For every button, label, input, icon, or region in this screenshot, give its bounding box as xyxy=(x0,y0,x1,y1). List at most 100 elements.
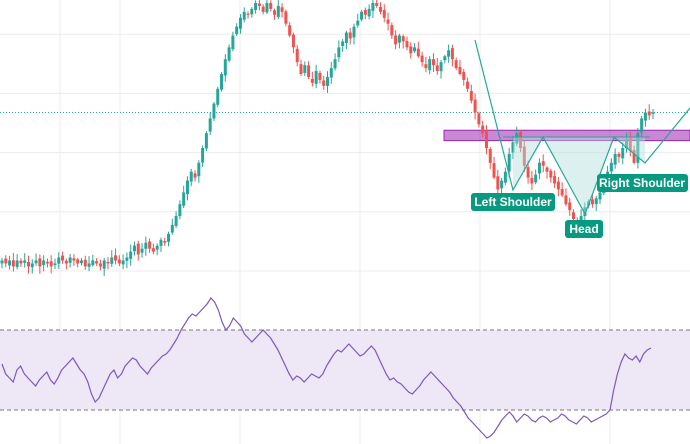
candle xyxy=(503,167,507,186)
label-left-shoulder-text: Left Shoulder xyxy=(474,195,552,209)
candle xyxy=(613,148,617,169)
candle xyxy=(231,31,235,52)
candle xyxy=(367,4,371,20)
candle xyxy=(628,131,632,157)
candle xyxy=(57,252,61,269)
candle xyxy=(371,0,375,18)
candle xyxy=(564,188,568,207)
candle xyxy=(462,68,466,86)
candle xyxy=(541,154,545,173)
candle xyxy=(276,0,280,20)
candle xyxy=(640,115,644,140)
candle xyxy=(178,200,182,220)
candle xyxy=(125,252,129,269)
candle xyxy=(390,22,394,40)
candle xyxy=(625,132,629,153)
candle xyxy=(42,255,46,272)
candle xyxy=(288,22,292,38)
candle xyxy=(458,59,462,76)
candle xyxy=(428,56,432,75)
label-right-shoulder: Right Shoulder xyxy=(597,174,688,192)
candle xyxy=(201,145,205,167)
candle xyxy=(299,59,303,77)
candle xyxy=(310,71,314,87)
rsi-line xyxy=(1,297,652,439)
candle xyxy=(242,7,246,23)
candle xyxy=(621,142,625,165)
rsi-band xyxy=(0,330,690,410)
candle xyxy=(636,127,640,169)
candle xyxy=(250,7,254,18)
candle xyxy=(348,28,352,45)
candle xyxy=(568,197,572,216)
candle xyxy=(405,36,409,51)
candle xyxy=(435,58,439,75)
candle xyxy=(220,72,224,92)
candle xyxy=(121,254,125,270)
candle xyxy=(496,169,500,195)
candle xyxy=(291,32,295,54)
label-right-shoulder-text: Right Shoulder xyxy=(599,176,685,190)
candle xyxy=(469,84,473,104)
candle xyxy=(208,112,212,135)
candle xyxy=(204,131,208,152)
candle xyxy=(91,254,95,267)
candle xyxy=(265,0,269,15)
candle xyxy=(61,251,65,264)
candle xyxy=(30,259,34,274)
candle xyxy=(170,218,174,235)
candle xyxy=(189,168,193,187)
candle xyxy=(401,34,405,49)
candle xyxy=(583,202,587,221)
candle xyxy=(257,0,261,11)
candle xyxy=(439,60,443,79)
candle xyxy=(87,256,91,272)
candle xyxy=(307,61,311,79)
candle xyxy=(322,75,326,90)
candle xyxy=(454,57,458,71)
candle xyxy=(114,248,118,265)
candle xyxy=(163,237,167,246)
candle xyxy=(140,243,144,258)
candle xyxy=(53,258,57,270)
candle xyxy=(522,140,526,172)
candle xyxy=(447,44,451,63)
candle xyxy=(223,54,227,82)
candle xyxy=(34,253,38,266)
candle xyxy=(284,9,288,27)
candle xyxy=(174,211,178,229)
candle xyxy=(632,145,636,165)
label-head: Head xyxy=(565,220,603,238)
candle xyxy=(537,158,541,180)
candle xyxy=(413,43,417,54)
candle xyxy=(450,44,454,67)
candle xyxy=(129,244,133,266)
candle xyxy=(98,259,102,271)
candle xyxy=(318,70,322,84)
candle xyxy=(182,185,186,208)
candle xyxy=(280,3,284,18)
candle xyxy=(594,195,598,211)
candle xyxy=(102,257,106,276)
candle xyxy=(466,77,470,93)
candle xyxy=(553,170,557,188)
candle xyxy=(303,61,307,77)
rsi-pane xyxy=(0,297,690,439)
candle xyxy=(534,169,538,185)
candle xyxy=(49,255,53,274)
candle xyxy=(227,44,231,63)
candle xyxy=(617,152,621,163)
candle xyxy=(409,42,413,59)
candle xyxy=(352,23,356,45)
candle xyxy=(609,158,613,174)
candle xyxy=(110,250,114,267)
candle xyxy=(72,253,76,266)
candle xyxy=(38,254,42,274)
candle xyxy=(167,231,171,247)
candle xyxy=(45,258,49,268)
candle xyxy=(83,255,87,270)
candle xyxy=(500,177,504,195)
candle xyxy=(148,238,152,253)
